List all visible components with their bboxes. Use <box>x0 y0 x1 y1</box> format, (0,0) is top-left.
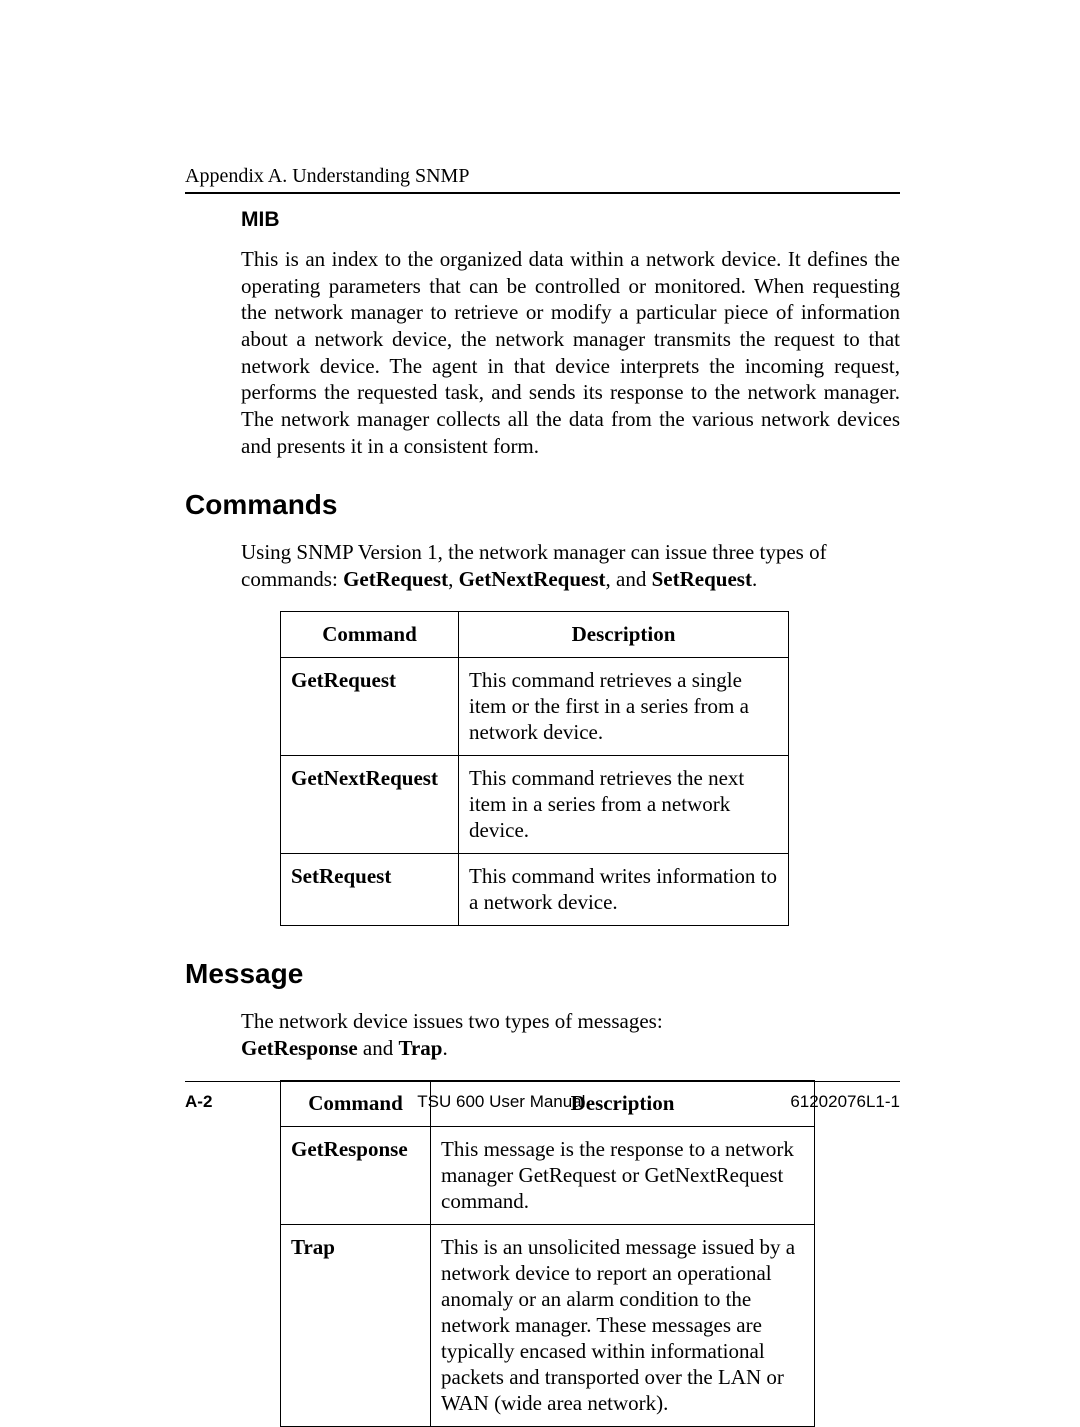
commands-lead-post: . <box>752 567 757 591</box>
commands-th-command: Command <box>281 612 459 658</box>
header-rule <box>185 192 900 194</box>
message-lead-post: . <box>442 1036 447 1060</box>
commands-lead-sep-2: , and <box>606 567 652 591</box>
message-lead-bold-2: Trap <box>399 1036 443 1060</box>
commands-table: Command Description GetRequest This comm… <box>280 611 789 926</box>
commands-heading: Commands <box>185 489 900 521</box>
mib-heading: MIB <box>241 208 900 232</box>
footer-page-number: A-2 <box>185 1092 212 1112</box>
mib-paragraph: This is an index to the organized data w… <box>241 246 900 459</box>
footer-doc-id: 61202076L1-1 <box>790 1092 900 1112</box>
running-header: Appendix A. Understanding SNMP <box>185 165 900 188</box>
commands-lead-bold-3: SetRequest <box>652 567 752 591</box>
commands-row-name: GetRequest <box>281 658 459 756</box>
commands-lead-bold-1: GetRequest <box>343 567 448 591</box>
table-row: GetNextRequest This command retrieves th… <box>281 756 789 854</box>
commands-lead-sep-1: , <box>448 567 459 591</box>
message-row-name: GetResponse <box>281 1127 431 1225</box>
commands-row-desc: This command writes information to a net… <box>459 854 789 926</box>
message-lead-mid: and <box>358 1036 399 1060</box>
footer-row: A-2 TSU 600 User Manual 61202076L1-1 <box>185 1082 900 1112</box>
message-lead-bold-1: GetResponse <box>241 1036 358 1060</box>
page-footer: A-2 TSU 600 User Manual 61202076L1-1 <box>185 1081 900 1113</box>
footer-doc-title: TSU 600 User Manual <box>417 1092 585 1112</box>
commands-lead-bold-2: GetNextRequest <box>459 567 606 591</box>
message-lead-line: The network device issues two types of m… <box>241 1009 663 1033</box>
message-table: Command Description GetResponse This mes… <box>280 1080 815 1427</box>
commands-th-description: Description <box>459 612 789 658</box>
message-lead: The network device issues two types of m… <box>241 1008 900 1062</box>
commands-row-name: GetNextRequest <box>281 756 459 854</box>
table-row: SetRequest This command writes informati… <box>281 854 789 926</box>
commands-row-name: SetRequest <box>281 854 459 926</box>
page: Appendix A. Understanding SNMP MIB This … <box>0 0 1080 1397</box>
table-row: GetRequest This command retrieves a sing… <box>281 658 789 756</box>
commands-row-desc: This command retrieves the next item in … <box>459 756 789 854</box>
table-row: GetResponse This message is the response… <box>281 1127 815 1225</box>
commands-lead: Using SNMP Version 1, the network manage… <box>241 539 900 593</box>
message-heading: Message <box>185 958 900 990</box>
table-header-row: Command Description <box>281 612 789 658</box>
message-row-desc: This message is the response to a networ… <box>431 1127 815 1225</box>
commands-row-desc: This command retrieves a single item or … <box>459 658 789 756</box>
